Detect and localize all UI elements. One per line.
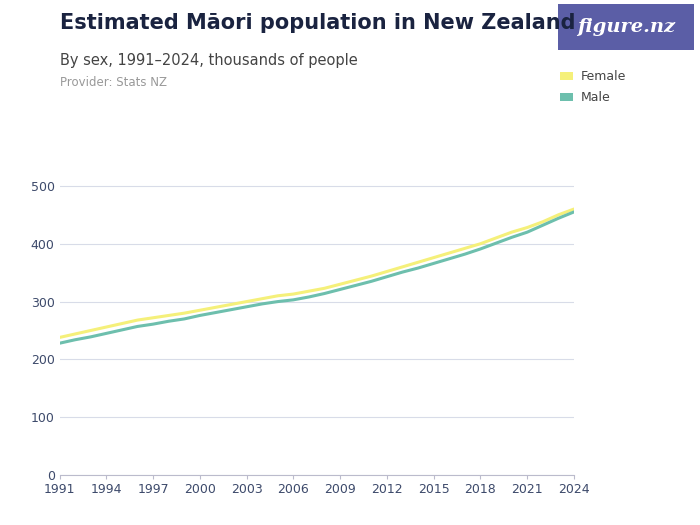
Text: Provider: Stats NZ: Provider: Stats NZ (60, 76, 167, 89)
Text: By sex, 1991–2024, thousands of people: By sex, 1991–2024, thousands of people (60, 52, 357, 68)
Text: Estimated Māori population in New Zealand: Estimated Māori population in New Zealan… (60, 13, 575, 33)
Text: figure.nz: figure.nz (577, 18, 676, 36)
Text: Male: Male (581, 91, 610, 103)
Text: Female: Female (581, 70, 626, 82)
